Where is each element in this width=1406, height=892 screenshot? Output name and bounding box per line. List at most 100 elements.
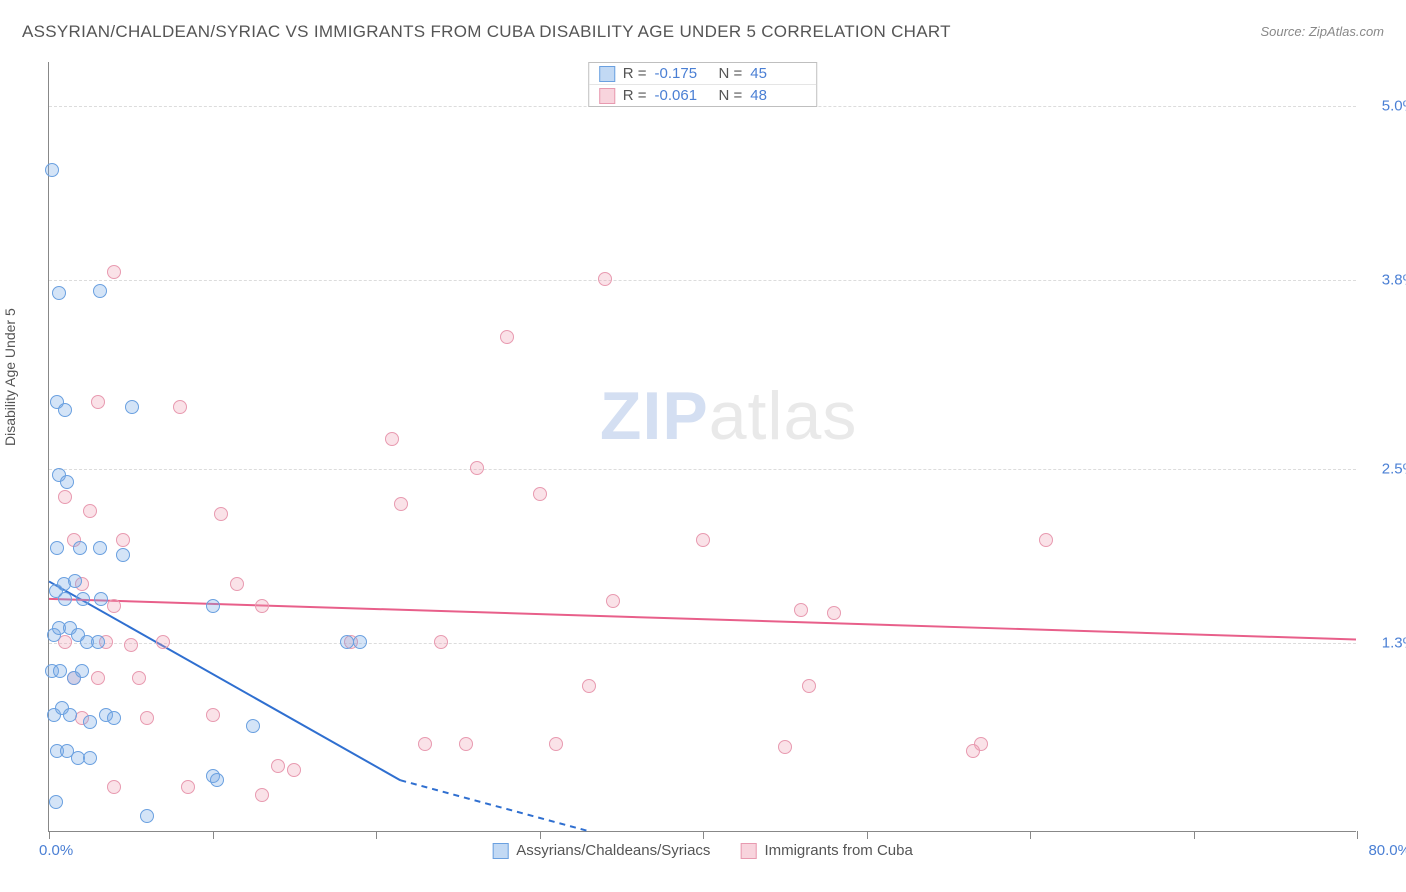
y-axis-label: Disability Age Under 5 — [2, 308, 18, 446]
data-point — [210, 773, 224, 787]
data-point — [58, 490, 72, 504]
trend-line — [400, 780, 588, 831]
stat-r-label: R = — [623, 87, 647, 104]
stats-box: R = -0.175 N = 45 R = -0.061 N = 48 — [588, 62, 818, 107]
data-point — [206, 599, 220, 613]
data-point — [116, 533, 130, 547]
data-point — [107, 599, 121, 613]
data-point — [230, 577, 244, 591]
data-point — [1039, 533, 1053, 547]
data-point — [255, 599, 269, 613]
data-point — [802, 679, 816, 693]
swatch-blue-icon — [492, 843, 508, 859]
data-point — [91, 635, 105, 649]
data-point — [58, 592, 72, 606]
data-point — [459, 737, 473, 751]
data-point — [94, 592, 108, 606]
data-point — [107, 265, 121, 279]
x-axis-max-label: 80.0% — [1368, 842, 1406, 859]
data-point — [353, 635, 367, 649]
data-point — [214, 507, 228, 521]
swatch-pink-icon — [599, 88, 615, 104]
data-point — [107, 711, 121, 725]
data-point — [549, 737, 563, 751]
x-axis-min-label: 0.0% — [39, 842, 73, 859]
legend-label-b: Immigrants from Cuba — [764, 842, 912, 859]
x-tick — [540, 831, 541, 839]
data-point — [827, 606, 841, 620]
data-point — [45, 163, 59, 177]
swatch-blue-icon — [599, 66, 615, 82]
data-point — [255, 788, 269, 802]
stat-n-val-a: 45 — [750, 65, 806, 82]
data-point — [271, 759, 285, 773]
y-tick-label: 5.0% — [1382, 97, 1406, 114]
x-tick — [1357, 831, 1358, 839]
stat-n-label: N = — [719, 65, 743, 82]
data-point — [132, 671, 146, 685]
data-point — [140, 711, 154, 725]
data-point — [394, 497, 408, 511]
data-point — [83, 715, 97, 729]
legend-item-b: Immigrants from Cuba — [740, 842, 912, 859]
data-point — [73, 541, 87, 555]
x-tick — [49, 831, 50, 839]
data-point — [606, 594, 620, 608]
data-point — [206, 708, 220, 722]
stat-r-val-b: -0.061 — [655, 87, 711, 104]
legend: Assyrians/Chaldeans/Syriacs Immigrants f… — [492, 842, 913, 859]
y-tick-label: 3.8% — [1382, 271, 1406, 288]
y-tick-label: 1.3% — [1382, 635, 1406, 652]
stat-n-label: N = — [719, 87, 743, 104]
data-point — [696, 533, 710, 547]
data-point — [53, 664, 67, 678]
x-tick — [867, 831, 868, 839]
data-point — [83, 751, 97, 765]
data-point — [470, 461, 484, 475]
legend-item-a: Assyrians/Chaldeans/Syriacs — [492, 842, 710, 859]
data-point — [107, 780, 121, 794]
chart-title: ASSYRIAN/CHALDEAN/SYRIAC VS IMMIGRANTS F… — [22, 22, 951, 42]
data-point — [68, 574, 82, 588]
data-point — [76, 592, 90, 606]
chart-plot-area: ZIPatlas 1.3%2.5%3.8%5.0% R = -0.175 N =… — [48, 62, 1356, 832]
data-point — [52, 286, 66, 300]
data-point — [181, 780, 195, 794]
data-point — [533, 487, 547, 501]
data-point — [50, 541, 64, 555]
data-point — [966, 744, 980, 758]
data-point — [246, 719, 260, 733]
data-point — [500, 330, 514, 344]
data-point — [91, 671, 105, 685]
x-tick — [376, 831, 377, 839]
legend-label-a: Assyrians/Chaldeans/Syriacs — [516, 842, 710, 859]
stat-r-label: R = — [623, 65, 647, 82]
data-point — [794, 603, 808, 617]
data-point — [60, 475, 74, 489]
source-label: Source: ZipAtlas.com — [1260, 24, 1384, 39]
stats-row-b: R = -0.061 N = 48 — [589, 84, 817, 106]
data-point — [340, 635, 354, 649]
data-point — [156, 635, 170, 649]
data-point — [58, 403, 72, 417]
stat-r-val-a: -0.175 — [655, 65, 711, 82]
data-point — [140, 809, 154, 823]
x-tick — [703, 831, 704, 839]
data-point — [116, 548, 130, 562]
data-point — [75, 664, 89, 678]
data-point — [598, 272, 612, 286]
trend-line — [49, 599, 1356, 640]
data-point — [124, 638, 138, 652]
data-point — [582, 679, 596, 693]
y-tick-label: 2.5% — [1382, 460, 1406, 477]
x-tick — [213, 831, 214, 839]
data-point — [385, 432, 399, 446]
data-point — [49, 795, 63, 809]
x-tick — [1030, 831, 1031, 839]
stat-n-val-b: 48 — [750, 87, 806, 104]
data-point — [93, 284, 107, 298]
data-point — [63, 708, 77, 722]
data-point — [287, 763, 301, 777]
trend-lines — [49, 62, 1356, 831]
data-point — [418, 737, 432, 751]
